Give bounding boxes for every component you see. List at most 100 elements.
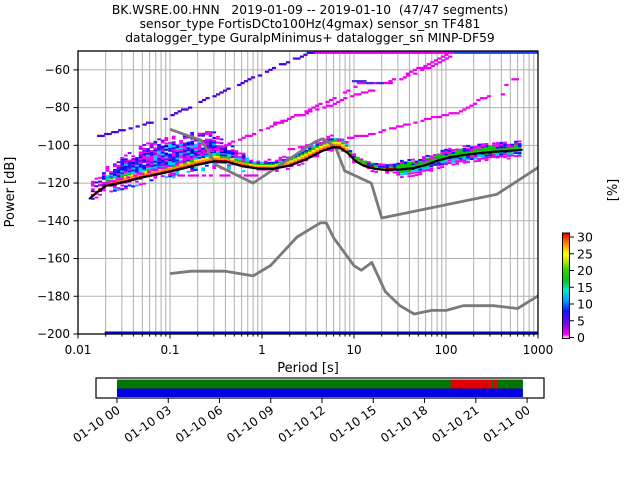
histogram-cell (157, 158, 161, 160)
histogram-cell (308, 149, 312, 152)
y-tick-label: −180 (37, 289, 70, 303)
transient-B (307, 108, 313, 111)
histogram-cell (473, 160, 478, 163)
histogram-cell (285, 167, 290, 170)
histogram-cell (216, 155, 220, 158)
histogram-cell (164, 154, 169, 157)
histogram-cell (315, 144, 320, 147)
histogram-cell (131, 175, 136, 178)
histogram-cell (142, 160, 147, 163)
histogram-cell (127, 164, 132, 167)
axis-ticks (73, 69, 539, 339)
histogram-cell (274, 159, 279, 162)
histogram-cell (116, 187, 121, 190)
histogram-cell (455, 152, 459, 155)
histogram-cell (414, 162, 419, 165)
transient-B (342, 91, 348, 94)
histogram-cell (414, 174, 419, 177)
histogram-cell (510, 146, 515, 149)
histogram-cell (477, 148, 482, 151)
histogram-cell (234, 156, 239, 159)
histogram-cell (322, 146, 327, 149)
histogram-cell (341, 142, 345, 145)
fringe-D (194, 174, 200, 177)
transient-C (455, 112, 460, 115)
histogram-cell (168, 155, 172, 158)
histogram-cell (492, 146, 496, 149)
transient-C (336, 138, 341, 141)
histogram-cell (326, 137, 331, 140)
histogram-cell (142, 153, 147, 156)
histogram-cell (403, 161, 408, 164)
histogram-cell (433, 156, 437, 159)
histogram-cell (407, 170, 412, 173)
histogram-cell (142, 171, 147, 174)
histogram-cell (385, 171, 390, 174)
histogram-cell (330, 149, 334, 152)
transient-B2 (339, 98, 344, 102)
histogram-cell (230, 145, 235, 148)
transient-A (215, 93, 221, 96)
transient-B (391, 78, 397, 81)
histogram-cell (190, 140, 195, 143)
transient-C (458, 110, 464, 113)
ppsd-histogram (90, 51, 538, 334)
histogram-cell (466, 149, 471, 152)
histogram-cell (171, 158, 176, 161)
histogram-cell (400, 159, 404, 162)
rendered-plot-content: 0.01 0.1 1 10 100 1000−60−80−100−120−140−160−… (37, 50, 593, 445)
histogram-cell (274, 160, 279, 163)
histogram-cell (241, 170, 246, 173)
histogram-cell (175, 159, 180, 162)
y-axis-label: Power [dB] (3, 157, 18, 228)
histogram-cell (179, 149, 183, 152)
histogram-cell (477, 145, 482, 148)
histogram-cell (436, 167, 441, 170)
histogram-cell (480, 149, 485, 151)
histogram-cell (175, 155, 180, 158)
transient-C (434, 115, 439, 119)
histogram-cell (341, 140, 345, 143)
histogram-cell (124, 165, 128, 168)
histogram-cell (517, 140, 522, 143)
histogram-cell (157, 159, 161, 162)
transient-A (212, 95, 217, 98)
transient-C (514, 78, 520, 81)
histogram-cell (204, 157, 209, 160)
transient-B2 (336, 100, 341, 104)
histogram-cell (124, 171, 128, 174)
histogram-cell (407, 159, 412, 162)
histogram-cell (480, 155, 485, 157)
transient-A (303, 53, 308, 56)
histogram-cell (451, 158, 456, 161)
histogram-cell (400, 165, 404, 168)
coverage-trace-bar (117, 388, 523, 397)
y-tick-label: −120 (37, 176, 70, 190)
histogram-cell (315, 145, 320, 148)
histogram-cell (344, 146, 349, 149)
transient-A (257, 74, 263, 77)
histogram-cell (484, 148, 489, 151)
histogram-cell (377, 165, 382, 168)
histogram-cell (348, 151, 353, 154)
histogram-cell (488, 156, 493, 159)
histogram-cell (411, 163, 415, 166)
histogram-cell (142, 166, 147, 169)
histogram-cell (171, 152, 176, 155)
histogram-cell (182, 153, 187, 156)
histogram-cell (488, 154, 493, 157)
histogram-cell (337, 143, 342, 146)
fringe-D (177, 174, 182, 177)
histogram-cell (436, 156, 441, 159)
histogram-cell (146, 152, 150, 155)
histogram-cell (109, 177, 114, 180)
histogram-cell (171, 145, 176, 148)
histogram-cell (366, 161, 371, 164)
histogram-cell (153, 164, 158, 167)
histogram-cell (359, 160, 364, 163)
histogram-cell (517, 145, 522, 147)
histogram-cell (230, 152, 235, 155)
histogram-cell (422, 161, 426, 164)
transient-B2 (437, 61, 442, 64)
transient-A (187, 106, 193, 109)
